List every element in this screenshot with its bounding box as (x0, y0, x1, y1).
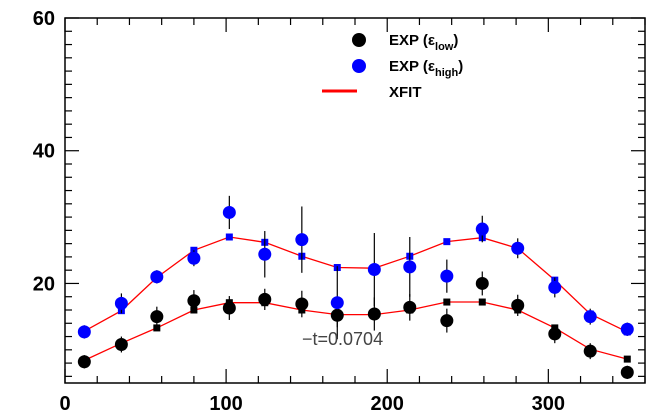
data-point (403, 260, 417, 274)
data-point (258, 292, 272, 306)
data-point (620, 322, 634, 336)
data-point (440, 314, 454, 328)
y-axis-ticks: 20 40 60 (33, 8, 645, 377)
data-point (150, 270, 164, 284)
fit-point (225, 233, 233, 241)
data-point (583, 344, 597, 358)
data-point (222, 301, 236, 315)
legend-item-exp-low: EXP (εlow) (352, 32, 458, 53)
data-point (295, 297, 309, 311)
data-point (258, 247, 272, 261)
plot-area (77, 195, 634, 380)
fit-point (478, 298, 486, 306)
fit-point (443, 298, 451, 306)
x-tick-label: 100 (209, 393, 242, 415)
data-point (77, 355, 91, 369)
data-point (295, 233, 309, 247)
series-2 (80, 233, 631, 336)
y-tick-label: 40 (33, 141, 55, 163)
x-tick-label: 200 (371, 393, 404, 415)
fit-point (153, 324, 161, 332)
legend-label-xfit: XFIT (389, 84, 422, 101)
data-point (150, 310, 164, 324)
data-point (548, 280, 562, 294)
data-point (620, 365, 634, 379)
data-point (403, 300, 417, 314)
t-value-annotation: −t=0.0704 (302, 329, 383, 349)
legend: EXP (εlow) EXP (εhigh) XFIT (322, 32, 463, 101)
legend-label-exp-high: EXP (εhigh) (389, 58, 463, 79)
x-tick-label: 300 (532, 393, 565, 415)
x-axis-ticks: 0 100 200 300 (59, 18, 646, 415)
data-point (583, 310, 597, 324)
x-tick-label: 0 (59, 393, 70, 415)
data-point (222, 205, 236, 219)
data-point (511, 241, 525, 255)
y-tick-label: 20 (33, 273, 55, 295)
data-point (114, 338, 128, 352)
data-point (475, 222, 489, 236)
fit-point (623, 355, 631, 363)
data-point (77, 325, 91, 339)
fit-point (443, 238, 451, 246)
data-point (187, 294, 201, 308)
data-point (187, 251, 201, 265)
legend-marker-exp-low (352, 33, 366, 47)
data-point (475, 276, 489, 290)
legend-item-xfit: XFIT (322, 84, 422, 101)
data-point (367, 307, 381, 321)
data-point (440, 269, 454, 283)
fit-curve (84, 301, 628, 361)
legend-label-exp-low: EXP (εlow) (389, 32, 458, 53)
data-point (511, 298, 525, 312)
series-1 (77, 195, 634, 340)
legend-item-exp-high: EXP (εhigh) (352, 58, 463, 79)
series-5 (84, 301, 628, 361)
series-4 (83, 236, 628, 333)
y-tick-label: 60 (33, 8, 55, 30)
data-point (548, 327, 562, 341)
fit-curve (83, 236, 628, 333)
data-point (367, 263, 381, 277)
data-point (330, 296, 344, 310)
series-0 (77, 271, 634, 380)
data-point (114, 296, 128, 310)
legend-marker-exp-high (352, 59, 366, 73)
